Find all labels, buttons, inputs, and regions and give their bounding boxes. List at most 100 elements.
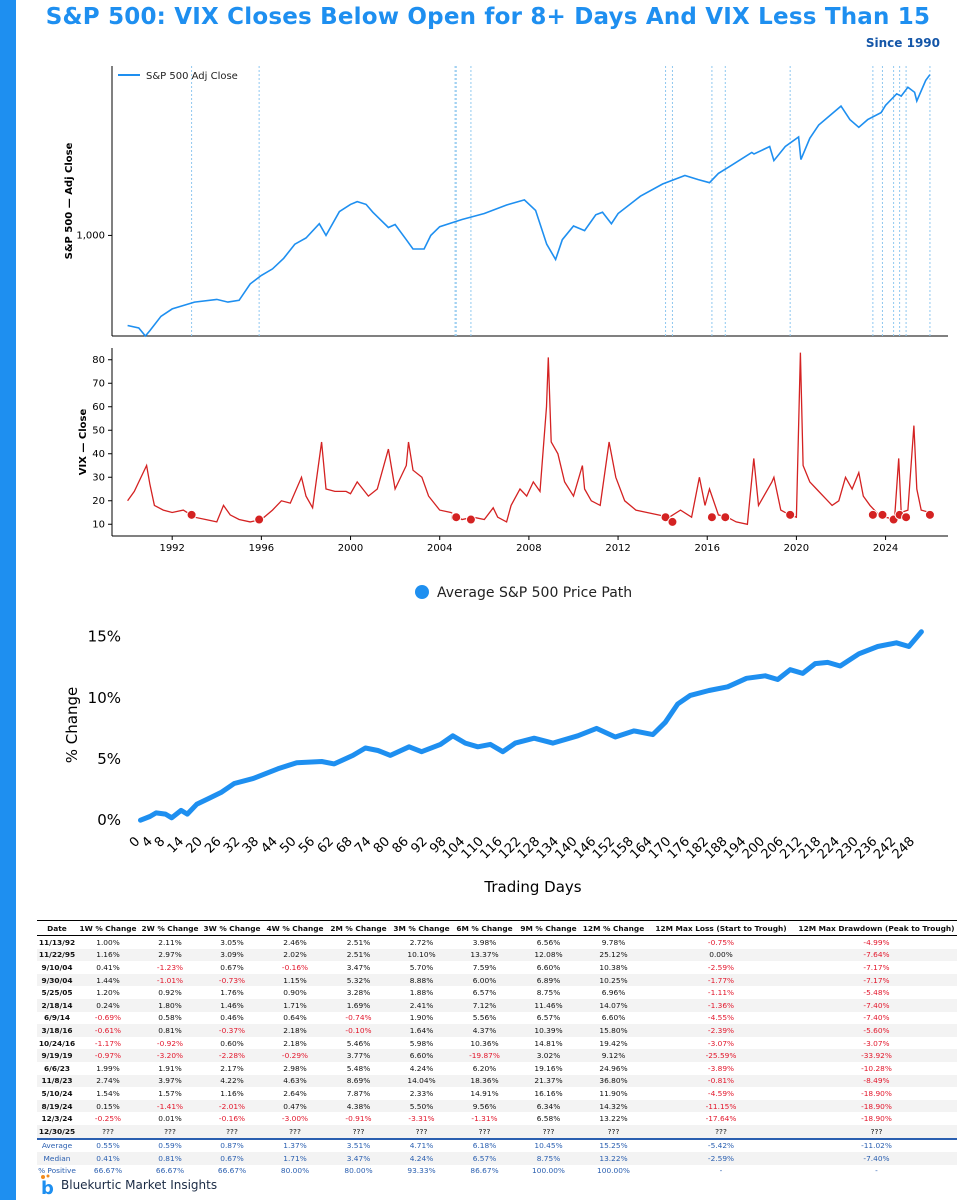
table-cell: 4.24% <box>390 1152 453 1165</box>
table-cell: -1.11% <box>707 988 735 998</box>
vix-signal-marker <box>867 509 878 520</box>
table-cell: 1.80% <box>139 998 201 1012</box>
table-header-cell: Date <box>37 920 77 936</box>
table-cell: 4.37% <box>453 1024 516 1037</box>
table-cell: -18.90% <box>861 1088 892 1098</box>
table-cell: 18.36% <box>453 1074 516 1088</box>
table-row-label: 9/10/04 <box>41 962 73 972</box>
table-cell: ??? <box>796 1124 957 1139</box>
table-cell: 1.71% <box>263 1152 327 1165</box>
table-cell: 6.18% <box>453 1137 516 1153</box>
table-cell: ??? <box>263 1124 327 1139</box>
table-cell: -3.20% <box>139 1049 201 1062</box>
table-cell: -1.23% <box>156 962 184 972</box>
page-subtitle: Since 1990 <box>865 36 940 50</box>
table-cell: 3.47% <box>346 962 371 972</box>
table-row-label: 6/6/23 <box>44 1063 70 1073</box>
vix-signal-marker <box>451 512 462 523</box>
table-cell: 0.67% <box>220 962 244 972</box>
table-cell: 0.90% <box>283 988 307 998</box>
table-row-label: 6/9/14 <box>44 1013 70 1023</box>
table-row-label: 9/30/04 <box>37 973 77 987</box>
table-cell: 0.81% <box>139 1152 201 1165</box>
table-row: Average 0.55% 0.59% 0.87% 1.37% 3.51% 4.71% 6.1… <box>37 1137 957 1153</box>
table-row: 9/19/19 -0.97% -3.20% -2.28% -0.29% 3.77% 6.60… <box>37 1049 957 1062</box>
table-cell: 5.48% <box>346 1063 371 1073</box>
table-cell: -8.49% <box>796 1074 957 1088</box>
vix-signal-marker <box>706 512 717 523</box>
table-cell: -1.31% <box>471 1114 498 1124</box>
table-cell: -1.01% <box>139 973 201 987</box>
table-cell: -11.02% <box>796 1137 957 1153</box>
table-header-cell: 9M % Change <box>516 920 581 936</box>
table-cell: 2.18% <box>263 1024 327 1037</box>
table-cell: -0.37% <box>201 1024 263 1037</box>
table-cell: 19.16% <box>534 1063 563 1073</box>
table-header-cell: 4W % Change <box>263 920 327 936</box>
table-cell: 6.00% <box>453 973 516 987</box>
table-cell: 5.50% <box>390 1099 453 1113</box>
table-cell: - <box>875 1166 878 1176</box>
table-cell: 14.32% <box>581 1099 646 1113</box>
table-row: 9/10/04 0.41% -1.23% 0.67% -0.16% 3.47% 5.70% 7… <box>37 961 957 974</box>
table-cell: 6.34% <box>516 1099 581 1113</box>
vix-y-tick-label: 40 <box>92 449 105 460</box>
table-row: 11/13/92 1.00% 2.11% 3.05% 2.46% 2.51% 2.72% 3.… <box>37 936 957 949</box>
table-cell: 1.57% <box>158 1088 182 1098</box>
table-header-cell: 1W % Change <box>77 920 139 936</box>
table-cell: 2.98% <box>283 1063 307 1073</box>
vix-signal-marker <box>720 512 731 523</box>
vix-y-axis-label: VIX — Close <box>78 409 89 476</box>
table-cell: 10.10% <box>390 948 453 962</box>
table-cell: -7.40% <box>796 1152 957 1165</box>
table-cell: -0.91% <box>345 1114 372 1124</box>
sp500-y-axis-label: S&P 500 — Adj Close <box>64 142 75 259</box>
table-cell: 6.57% <box>536 1013 561 1023</box>
table-row: 6/9/14 -0.69% 0.58% 0.46% 0.64% -0.74% 1.90% 5.… <box>37 1012 957 1025</box>
table-row: Median 0.41% 0.81% 0.67% 1.71% 3.47% 4.24% 6.57… <box>37 1152 957 1165</box>
table-cell: 6.60% <box>536 962 561 972</box>
vix-y-tick-label: 30 <box>92 472 105 483</box>
table-cell: -0.16% <box>218 1114 246 1124</box>
table-cell: 9.56% <box>453 1099 516 1113</box>
table-cell: 0.81% <box>139 1024 201 1037</box>
table-cell: -2.39% <box>646 1024 796 1037</box>
table-cell: 0.46% <box>220 1013 244 1023</box>
table-cell: 12.08% <box>516 948 581 962</box>
table-cell: 0.92% <box>158 988 182 998</box>
table-cell: 1.64% <box>390 1024 453 1037</box>
table-cell: 2.72% <box>409 937 434 947</box>
vix-signal-marker <box>186 509 197 520</box>
table-cell: 80.00% <box>344 1166 373 1176</box>
avg-y-axis-label: % Change <box>63 687 81 763</box>
table-row-label: 12/3/24 <box>41 1114 73 1124</box>
vix-y-tick-label: 50 <box>92 425 105 436</box>
table-cell: 0.15% <box>77 1099 139 1113</box>
table-cell: 2.97% <box>139 948 201 962</box>
avg-path-panel: Average S&P 500 Price Path 0%5%10%15% 04… <box>63 585 924 896</box>
brand-name: Bluekurtic Market Insights <box>61 1178 218 1192</box>
table-row-label: 11/8/23 <box>37 1074 77 1088</box>
table-cell: -5.42% <box>646 1137 796 1153</box>
table-cell: -4.99% <box>863 937 890 947</box>
sp500-price-line <box>127 74 931 338</box>
table-cell: 2.02% <box>263 948 327 962</box>
table-cell: 66.67% <box>93 1166 123 1176</box>
table-cell: 0.60% <box>220 1038 244 1048</box>
table-row-label: Average <box>37 1137 77 1153</box>
vix-x-tick-label: 2016 <box>695 543 720 554</box>
table-cell: 10.25% <box>581 973 646 987</box>
table-cell: 1.91% <box>158 1063 182 1073</box>
sp500-legend: S&P 500 Adj Close <box>118 71 238 82</box>
table-cell: 80.00% <box>280 1166 310 1176</box>
table-cell: 6.56% <box>536 937 561 947</box>
table-cell: 10.45% <box>516 1137 581 1153</box>
vix-x-tick-label: 2008 <box>516 543 541 554</box>
table-cell: -3.07% <box>863 1038 890 1048</box>
table-cell: 100.00% <box>532 1166 565 1176</box>
table-cell: 14.04% <box>390 1074 453 1088</box>
table-cell: 10.36% <box>470 1038 499 1048</box>
table-cell: -19.87% <box>453 1049 516 1062</box>
avg-price-path-line <box>138 629 924 823</box>
table-cell: 9.78% <box>601 937 626 947</box>
